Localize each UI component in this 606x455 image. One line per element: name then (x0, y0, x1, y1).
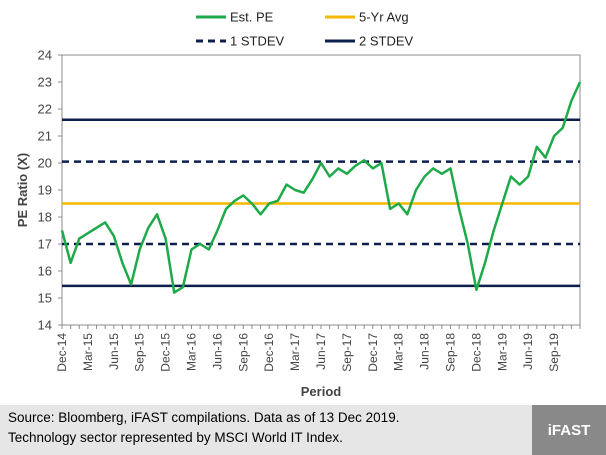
x-tick-label: Jun-15 (107, 333, 121, 370)
x-axis-title: Period (301, 384, 342, 399)
ifast-logo: iFAST (532, 405, 606, 455)
y-axis-title: PE Ratio (X) (15, 153, 30, 227)
x-tick-label: Jun-16 (210, 333, 224, 370)
x-tick-label: Dec-15 (159, 333, 173, 372)
y-tick-label: 23 (38, 75, 52, 90)
est-pe-line (60, 81, 582, 294)
y-tick-label: 19 (38, 183, 52, 198)
x-tick-label: Jun-18 (418, 333, 432, 370)
legend-label: Est. PE (230, 10, 274, 25)
y-tick-label: 15 (38, 291, 52, 306)
x-tick-label: Mar-16 (185, 333, 199, 371)
y-tick-label: 14 (38, 318, 52, 333)
y-tick-label: 16 (38, 264, 52, 279)
x-tick-label: Mar-15 (81, 333, 95, 371)
source-line-2: Technology sector represented by MSCI Wo… (8, 430, 343, 445)
x-tick-label: Jun-19 (521, 333, 535, 370)
x-tick-label: Dec-18 (469, 333, 483, 372)
x-tick-label: Sep-15 (133, 333, 147, 372)
plot-frame (61, 54, 581, 326)
x-tick-label: Mar-18 (392, 333, 406, 371)
y-tick-label: 22 (38, 102, 52, 117)
x-tick-label: Mar-17 (288, 333, 302, 371)
x-tick-label: Sep-18 (444, 333, 458, 372)
x-tick-label: Dec-17 (366, 333, 380, 372)
legend-label: 2 STDEV (359, 34, 414, 49)
footer: Source: Bloomberg, iFAST compilations. D… (0, 405, 606, 455)
legend-label: 5-Yr Avg (359, 10, 409, 25)
y-tick-label: 21 (38, 129, 52, 144)
y-tick-label: 17 (38, 237, 52, 252)
y-tick-label: 20 (38, 156, 52, 171)
y-tick-label: 24 (38, 48, 52, 63)
legend-label: 1 STDEV (230, 34, 285, 49)
source-line-1: Source: Bloomberg, iFAST compilations. D… (8, 410, 400, 425)
x-tick-label: Jun-17 (314, 333, 328, 370)
y-tick-label: 18 (38, 210, 52, 225)
x-tick-label: Mar-19 (495, 333, 509, 371)
x-tick-label: Sep-16 (236, 333, 250, 372)
x-tick-label: Dec-14 (55, 333, 69, 372)
x-tick-label: Sep-19 (547, 333, 561, 372)
pe-ratio-chart: 14 15 16 17 18 19 20 21 22 23 24 Dec-14 Mar-15 Jun-15… (15, 10, 582, 399)
x-tick-label: Sep-17 (340, 333, 354, 372)
chart-canvas: 14 15 16 17 18 19 20 21 22 23 24 Dec-14 Mar-15 Jun-15… (15, 10, 582, 399)
x-tick-label: Dec-16 (262, 333, 276, 372)
